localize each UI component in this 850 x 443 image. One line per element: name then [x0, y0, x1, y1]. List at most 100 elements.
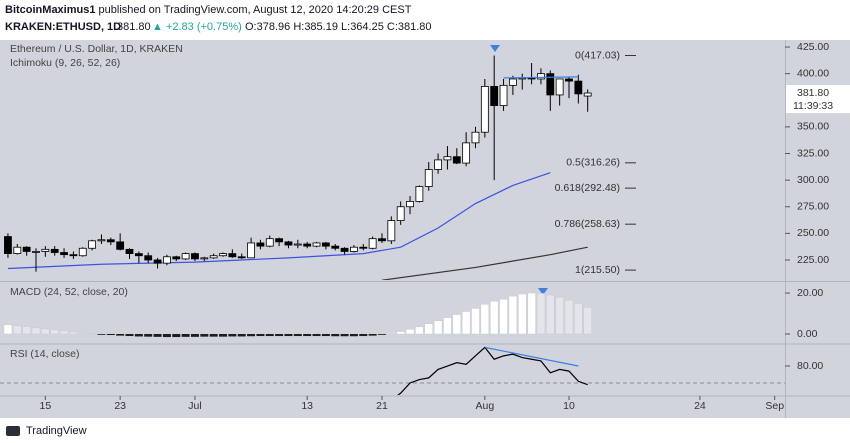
candle-body: [69, 254, 78, 257]
macd-bar: [452, 314, 462, 335]
macd-bar: [424, 323, 433, 335]
macd-title: MACD (24, 52, close, 20): [10, 286, 128, 298]
candle-body: [359, 246, 368, 249]
rsi-title: RSI (14, close): [10, 348, 79, 360]
chart-bg: [0, 40, 850, 418]
candle-body: [256, 242, 265, 247]
macd-bar: [480, 304, 490, 335]
countdown: 11:39:33: [793, 100, 833, 112]
candle-body: [265, 238, 274, 247]
logo-icon: [6, 426, 20, 436]
macd-bar: [69, 331, 78, 335]
candle-body: [275, 238, 284, 243]
footer: TradingView: [26, 425, 87, 437]
candle-body: [508, 78, 517, 86]
y-tick-label: 225.00: [797, 254, 829, 266]
candle-body: [284, 241, 293, 246]
y-tick-label: 425.00: [797, 41, 829, 53]
macd-bar: [228, 333, 237, 337]
candle-body: [471, 131, 480, 144]
macd-bar: [209, 333, 218, 337]
x-tick-label: 13: [301, 400, 313, 412]
price-box: [786, 85, 850, 114]
macd-bar: [312, 333, 321, 337]
candle-body: [97, 239, 106, 242]
x-tick-label: 15: [40, 400, 52, 412]
price-pane: [4, 55, 592, 280]
y-tick-label: 20.00: [797, 287, 823, 299]
x-tick-label: Aug: [475, 400, 494, 412]
candle-body: [406, 201, 414, 208]
y-tick-label: 80.00: [797, 360, 823, 372]
macd-bar: [181, 333, 190, 337]
fib-label: 0.786(258.63): [555, 218, 620, 230]
candle-body: [200, 257, 209, 260]
candle-body: [13, 246, 22, 254]
y-tick-label: 350.00: [797, 121, 829, 133]
macd-bar: [396, 331, 405, 335]
candle-body: [434, 159, 442, 170]
candle-body: [116, 241, 125, 250]
macd-bar: [527, 292, 536, 335]
candle-body: [303, 243, 312, 247]
fib-label: 0.618(292.48): [555, 182, 620, 194]
macd-bar: [321, 333, 330, 337]
price-title: Ethereum / U.S. Dollar, 1D, KRAKEN: [10, 43, 183, 55]
macd-bar: [13, 325, 22, 335]
macd-bar: [517, 293, 527, 335]
macd-bar: [303, 333, 312, 337]
macd-bar: [293, 333, 302, 337]
ohlc: O:378.96 H:385.19 L:364.25 C:381.80: [245, 21, 432, 33]
x-tick-label: 23: [114, 400, 126, 412]
candle-body: [462, 142, 471, 164]
macd-bar: [284, 333, 293, 337]
macd-pane: [3, 292, 592, 338]
candle-body: [228, 253, 237, 258]
macd-bar: [256, 333, 265, 337]
macd-bar: [574, 303, 583, 335]
macd-bar: [41, 328, 50, 335]
axes: 425.00 400.00 350.00 325.00 300.00 275.00 250.…: [40, 41, 850, 412]
macd-bar: [22, 326, 31, 335]
macd-bar: [190, 333, 199, 337]
macd-bar: [247, 333, 256, 337]
trendline: [503, 76, 579, 79]
candle-body: [350, 246, 358, 252]
candle-body: [219, 253, 227, 257]
y-tick-label: 325.00: [797, 147, 829, 159]
candle-body: [32, 251, 40, 253]
macd-bar: [340, 333, 349, 337]
candle-body: [134, 253, 143, 257]
y-tick-label: 400.00: [797, 67, 829, 79]
candle-body: [490, 86, 499, 106]
candle-body: [565, 78, 573, 82]
x-tick-label: Jul: [188, 400, 201, 412]
candle-body: [480, 86, 489, 133]
candle-body: [293, 243, 302, 246]
macd-bar: [125, 333, 134, 337]
candle-body: [499, 84, 508, 106]
macd-bar: [134, 333, 143, 337]
candle-body: [424, 169, 433, 187]
macd-bar: [461, 311, 471, 335]
macd-bar: [508, 295, 518, 335]
trendline: [484, 346, 579, 367]
rsi-line: [397, 346, 588, 395]
macd-bar: [433, 320, 443, 335]
candle-body: [415, 186, 424, 202]
candle-body: [106, 239, 115, 243]
candle-body: [163, 256, 171, 264]
macd-bar: [237, 333, 246, 337]
candle-body: [41, 248, 50, 252]
author: BitcoinMaximus1: [5, 4, 95, 16]
macd-bar: [116, 333, 125, 336]
candle-body: [78, 247, 87, 257]
rsi-pane: [0, 346, 785, 395]
header-bg: [0, 0, 850, 40]
fib-label: 1(215.50): [575, 264, 620, 276]
candle-body: [443, 156, 452, 161]
macd-bar: [405, 329, 415, 335]
macd-bar: [87, 333, 97, 335]
macd-bar: [3, 324, 13, 335]
macd-bar: [219, 333, 228, 337]
